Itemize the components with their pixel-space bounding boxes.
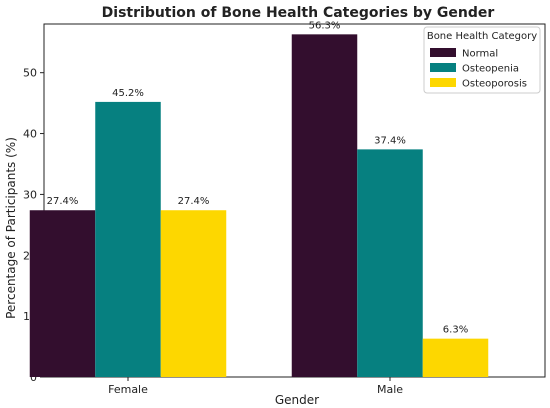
- x-tick-label: Male: [377, 383, 403, 396]
- legend-entry-normal: Normal: [462, 49, 498, 60]
- x-axis-label: Gender: [275, 393, 319, 407]
- y-axis-label: Percentage of Participants (%): [4, 137, 18, 319]
- legend-entry-osteopenia: Osteopenia: [462, 64, 519, 75]
- legend-entry-osteoporosis: Osteoporosis: [462, 79, 527, 90]
- legend-swatch: [430, 63, 456, 72]
- bar-normal-male: [291, 34, 358, 377]
- data-label: 6.3%: [443, 325, 468, 336]
- y-tick-label: 30: [23, 188, 37, 201]
- y-tick-label: 50: [23, 67, 37, 80]
- legend-swatch: [430, 78, 456, 87]
- data-label: 45.2%: [112, 88, 144, 99]
- y-tick-label: 40: [23, 128, 37, 141]
- data-label: 37.4%: [374, 135, 406, 146]
- data-label: 27.4%: [178, 196, 210, 207]
- legend-box: [423, 26, 541, 94]
- plot-area: 01020304050Female27.4%45.2%27.4%Male56.3…: [23, 20, 546, 396]
- bar-osteopenia-female: [95, 101, 161, 378]
- y-tick-label: 0: [30, 371, 37, 384]
- bar-osteoporosis-female: [160, 210, 227, 377]
- data-label: 27.4%: [47, 196, 79, 207]
- chart-title: Distribution of Bone Health Categories b…: [102, 5, 495, 21]
- bar-normal-female: [29, 210, 96, 377]
- x-tick-label: Female: [108, 383, 148, 396]
- legend-swatch: [430, 48, 456, 57]
- legend-title: Bone Health Category: [427, 31, 537, 42]
- bar-osteoporosis-male: [422, 338, 489, 377]
- bar-osteopenia-male: [357, 149, 423, 377]
- data-label: 56.3%: [309, 20, 341, 31]
- legend: Bone Health Category Normal Osteopenia Oste…: [423, 26, 541, 94]
